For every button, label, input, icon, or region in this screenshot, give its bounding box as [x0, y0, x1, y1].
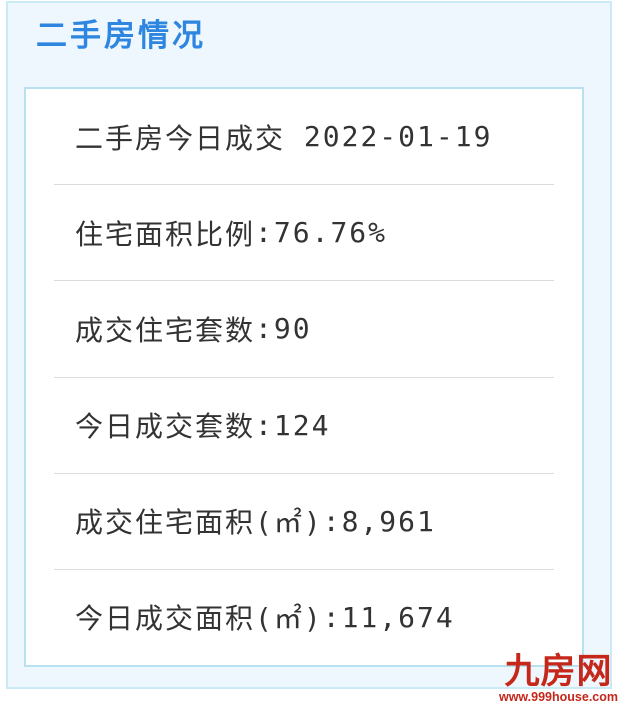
stat-value: 124: [273, 408, 331, 442]
stat-row: 今日成交面积(㎡):11,674: [54, 568, 554, 665]
stat-separator: :: [255, 216, 274, 250]
stat-label: 成交住宅面积(㎡): [75, 506, 323, 540]
stat-label: 今日成交面积(㎡): [75, 602, 323, 636]
stat-row: 住宅面积比例:76.76%: [54, 184, 554, 280]
panel-title: 二手房情况: [36, 18, 206, 53]
stat-row: 二手房今日成交 2022-01-19: [54, 89, 554, 184]
stat-value: 8,961: [341, 504, 436, 538]
second-hand-housing-panel: 二手房情况 二手房今日成交 2022-01-19 住宅面积比例:76.76% 成交住…: [6, 1, 612, 689]
stat-label: 成交住宅套数: [75, 313, 256, 347]
stat-separator: [285, 120, 304, 153]
stat-separator: :: [255, 408, 274, 442]
stat-value: 90: [273, 312, 312, 346]
stat-row: 今日成交套数:124: [54, 376, 554, 473]
stat-value: 76.76%: [273, 216, 388, 250]
watermark-url: www.999house.com: [498, 690, 618, 704]
stat-separator: :: [255, 312, 274, 346]
stat-label: 二手房今日成交: [75, 121, 286, 155]
stat-label: 住宅面积比例: [75, 217, 256, 251]
stat-separator: :: [322, 600, 342, 634]
stat-label: 今日成交套数: [75, 410, 256, 444]
stat-row: 成交住宅面积(㎡):8,961: [54, 472, 554, 569]
stat-value: 2022-01-19: [303, 120, 493, 154]
stat-value: 11,674: [341, 600, 455, 634]
stat-separator: :: [322, 504, 342, 538]
stats-box: 二手房今日成交 2022-01-19 住宅面积比例:76.76% 成交住宅套数:90…: [24, 87, 584, 667]
jiufang-watermark: 九房网 www.999house.com: [499, 654, 618, 704]
stat-row: 成交住宅套数:90: [54, 280, 554, 376]
jiufangwang-logo: 九房网: [504, 652, 613, 691]
